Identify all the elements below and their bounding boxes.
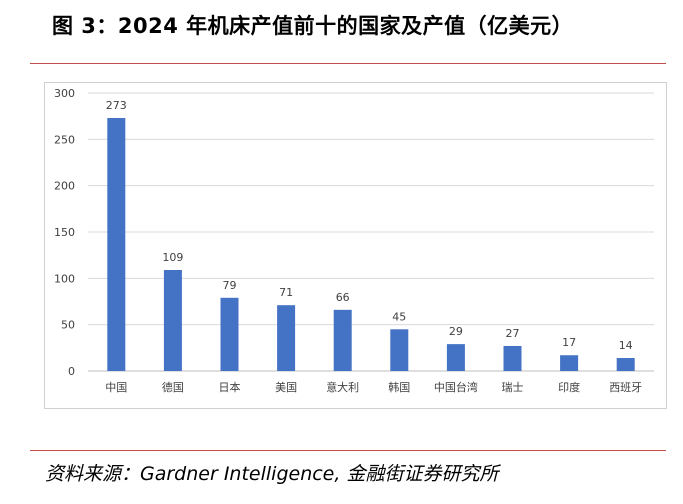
figure-title: 图 3：2024 年机床产值前十的国家及产值（亿美元） [52,14,574,38]
x-category-label: 德国 [162,380,184,394]
bar [390,329,409,371]
bar [333,309,352,371]
chart-frame [44,82,667,409]
bar [107,118,126,372]
x-category-label: 印度 [558,380,580,394]
x-category-label: 韩国 [388,380,410,394]
data-label: 66 [336,291,350,304]
y-tick-label: 50 [61,319,75,332]
bar [503,345,522,371]
data-label: 17 [562,336,576,349]
x-category-label: 中国台湾 [434,380,478,394]
bar [560,355,579,371]
bar [277,305,296,371]
x-category-label: 瑞士 [502,380,524,394]
y-tick-label: 300 [54,87,75,100]
data-label: 29 [449,325,463,338]
y-tick-label: 100 [54,272,75,285]
data-label: 109 [162,251,183,264]
x-category-label: 日本 [219,380,241,394]
x-category-label: 中国 [105,381,127,394]
data-label: 273 [106,99,127,112]
data-label: 79 [223,279,237,292]
top-divider [30,63,666,64]
x-category-label: 美国 [275,381,297,394]
y-tick-label: 0 [68,365,75,378]
bar [163,269,182,371]
source-note: 资料来源：Gardner Intelligence, 金融街证券研究所 [45,463,499,485]
y-tick-label: 200 [54,180,75,193]
data-label: 27 [506,327,520,340]
data-label: 71 [279,286,293,299]
y-tick-label: 250 [54,133,75,146]
x-category-label: 西班牙 [609,381,642,394]
bar [446,344,465,371]
data-label: 14 [619,339,633,352]
y-tick-label: 150 [54,226,75,239]
data-label: 45 [392,310,406,323]
bar [220,297,239,371]
x-category-label: 意大利 [326,380,359,394]
bar [616,358,635,371]
bottom-divider [30,450,666,451]
